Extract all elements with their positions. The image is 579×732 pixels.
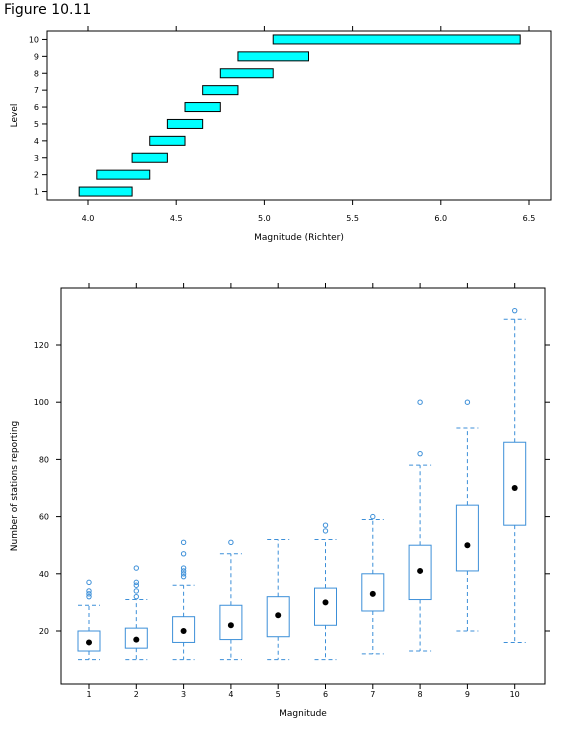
box-iqr xyxy=(266,596,290,638)
outlier-point xyxy=(133,593,140,600)
station-boxplot-chart: 20 40 60 80 100 120 1 2 3 4 5 6 7 8 9 10 Magnitude Number… xyxy=(10,283,550,719)
box-iqr xyxy=(219,604,243,641)
level-interval-bar xyxy=(131,152,168,163)
outlier-point xyxy=(180,565,187,571)
top-y-tick-label: 7 xyxy=(34,86,39,95)
bottom-y-tick-label: 120 xyxy=(34,341,49,350)
median-dot xyxy=(275,612,282,619)
outlier-point xyxy=(417,399,423,405)
outlier-point xyxy=(180,568,187,574)
top-x-axis-label: Magnitude (Richter) xyxy=(254,233,344,243)
top-x-tick-label: 4.0 xyxy=(82,214,95,223)
bottom-x-tick-label: 5 xyxy=(276,690,281,699)
level-interval-bar xyxy=(272,34,521,45)
bottom-x-tick-label: 6 xyxy=(323,690,328,699)
level-interval-bar xyxy=(78,186,133,197)
top-x-tick-label: 5.5 xyxy=(346,214,359,223)
outlier-point xyxy=(322,528,329,534)
level-interval-bar xyxy=(96,169,151,180)
top-x-tick-label: 4.5 xyxy=(170,214,183,223)
bottom-y-tick-label: 20 xyxy=(39,627,49,636)
outlier-point xyxy=(180,573,187,580)
outlier-point xyxy=(322,522,329,528)
outlier-point xyxy=(180,571,187,577)
bottom-x-tick-label: 8 xyxy=(418,690,423,699)
bottom-x-tick-label: 1 xyxy=(86,690,91,699)
outlier-point xyxy=(133,579,140,586)
top-x-tick-label: 5.0 xyxy=(258,214,271,223)
top-y-tick-label: 9 xyxy=(34,52,39,61)
top-y-tick-label: 5 xyxy=(34,120,39,129)
bottom-x-tick-label: 9 xyxy=(465,690,470,699)
level-interval-bar xyxy=(166,118,204,129)
bottom-x-tick-label: 10 xyxy=(510,690,520,699)
bottom-y-tick-label: 40 xyxy=(39,570,49,579)
bottom-x-tick-label: 2 xyxy=(134,690,139,699)
box-iqr xyxy=(408,544,432,601)
box-iqr xyxy=(77,630,101,652)
outlier-point xyxy=(86,579,92,586)
level-interval-bar xyxy=(184,102,221,113)
outlier-point xyxy=(86,593,92,600)
median-dot xyxy=(133,636,140,643)
median-dot xyxy=(86,639,92,646)
bottom-y-tick-label: 80 xyxy=(39,455,49,464)
top-y-tick-label: 1 xyxy=(34,188,39,197)
top-plot-frame xyxy=(46,30,552,201)
bottom-x-tick-label: 7 xyxy=(370,690,375,699)
median-dot xyxy=(227,622,234,629)
median-dot xyxy=(417,567,424,574)
level-interval-bar xyxy=(219,68,274,79)
bottom-y-tick-label: 60 xyxy=(39,513,49,522)
median-dot xyxy=(511,485,518,491)
bottom-x-tick-label: 4 xyxy=(228,690,233,699)
top-y-tick-label: 2 xyxy=(34,171,39,180)
outlier-point xyxy=(133,582,140,588)
top-y-tick-label: 8 xyxy=(34,69,39,78)
outlier-point xyxy=(86,588,92,594)
median-dot xyxy=(180,628,187,634)
top-x-tick-label: 6.5 xyxy=(523,214,536,223)
figure-title: Figure 10.11 xyxy=(4,2,92,18)
median-dot xyxy=(369,590,376,597)
bottom-y-axis-label: Number of stations reporting xyxy=(10,421,20,551)
top-x-tick-label: 6.0 xyxy=(434,214,447,223)
top-y-tick-label: 3 xyxy=(34,154,39,163)
top-y-tick-label: 6 xyxy=(34,103,39,112)
box-iqr xyxy=(361,573,385,612)
bottom-x-tick-label: 3 xyxy=(181,690,186,699)
box-iqr xyxy=(314,587,337,626)
box-iqr xyxy=(124,627,148,649)
outlier-point xyxy=(370,513,376,520)
outlier-point xyxy=(417,450,423,457)
bottom-x-axis-label: Magnitude xyxy=(279,709,327,719)
bottom-plot-frame xyxy=(60,287,546,685)
box-iqr xyxy=(455,504,479,572)
top-y-tick-label: 4 xyxy=(34,137,39,146)
outlier-point xyxy=(228,539,234,546)
level-interval-bar xyxy=(202,85,239,96)
bottom-y-tick-label: 100 xyxy=(34,398,49,407)
median-dot xyxy=(322,599,329,606)
level-interval-chart: 4.0 4.5 5.0 5.5 6.0 6.5 1 2 3 4 5 6 7 8 9 10 Magnitude (… xyxy=(10,26,552,243)
outlier-point xyxy=(180,551,187,557)
top-y-tick-label: 10 xyxy=(29,35,39,44)
box-iqr xyxy=(172,616,196,643)
outlier-point xyxy=(86,591,92,597)
outlier-point xyxy=(512,307,518,314)
outlier-point xyxy=(133,565,140,571)
level-interval-bar xyxy=(149,135,186,146)
outlier-point xyxy=(133,588,140,594)
outlier-point xyxy=(464,399,471,405)
outlier-point xyxy=(180,539,187,546)
median-dot xyxy=(464,542,471,549)
top-y-axis-label: Level xyxy=(10,104,20,128)
level-interval-bar xyxy=(237,51,309,62)
box-iqr xyxy=(503,441,527,526)
